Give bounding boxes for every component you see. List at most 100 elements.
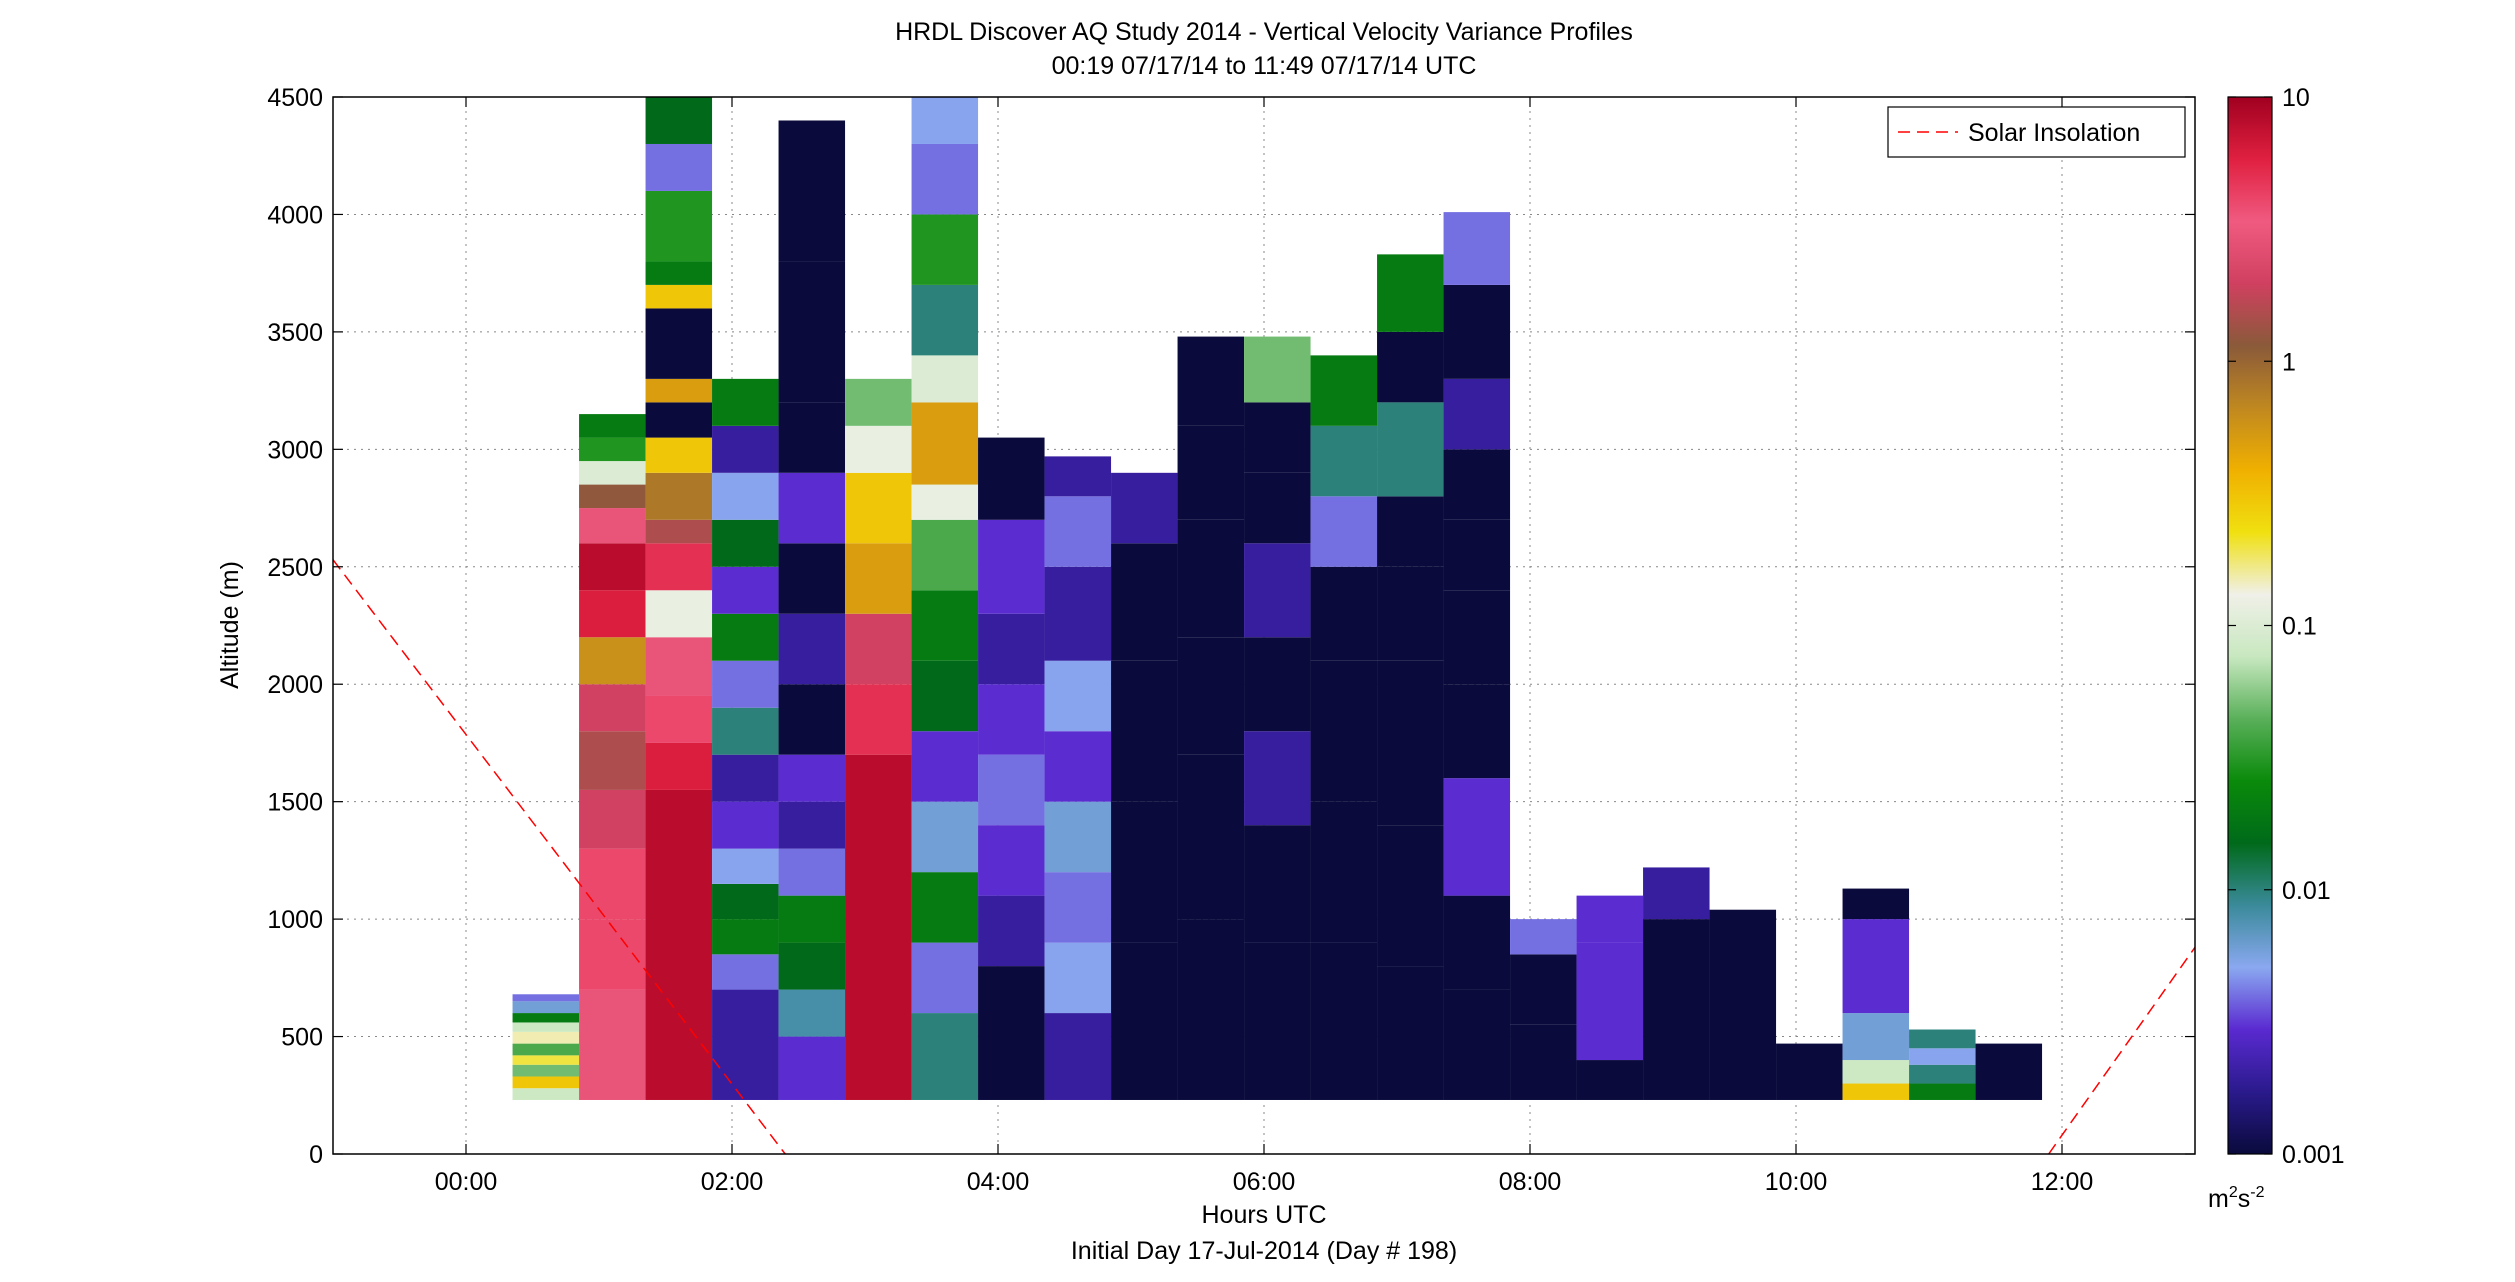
y-tick-label: 1000 bbox=[267, 906, 323, 934]
colorbar-tick-label: 0.01 bbox=[2282, 877, 2331, 905]
heatmap-cell bbox=[712, 707, 779, 755]
solar-insolation-line bbox=[2048, 946, 2195, 1154]
heatmap-cell bbox=[645, 742, 713, 790]
heatmap-cell bbox=[1909, 1083, 1976, 1100]
heatmap-cell bbox=[645, 590, 713, 638]
heatmap-cell bbox=[1310, 496, 1378, 567]
heatmap-cell bbox=[778, 120, 846, 262]
heatmap-cell bbox=[1310, 355, 1378, 426]
heatmap-cell bbox=[712, 566, 779, 614]
heatmap-cell bbox=[911, 402, 979, 485]
heatmap-cell bbox=[645, 190, 713, 262]
heatmap-cell bbox=[512, 1001, 580, 1014]
heatmap-cell bbox=[845, 684, 912, 755]
y-tick-label: 2000 bbox=[267, 671, 323, 699]
heatmap-cell bbox=[1177, 637, 1245, 755]
heatmap-cell bbox=[911, 801, 979, 873]
heatmap-cell bbox=[778, 402, 846, 473]
solar-insolation-line bbox=[333, 559, 786, 1154]
heatmap-cell bbox=[778, 989, 846, 1037]
heatmap-cell bbox=[1044, 660, 1112, 732]
heatmap-cell bbox=[1044, 1013, 1112, 1100]
heatmap-cell bbox=[1244, 472, 1311, 544]
heatmap-cell bbox=[512, 1013, 580, 1023]
heatmap-cell bbox=[1443, 684, 1511, 779]
x-axis-sublabel: Initial Day 17-Jul-2014 (Day # 198) bbox=[1071, 1237, 1457, 1265]
heatmap-cell bbox=[645, 143, 713, 191]
heatmap-cell bbox=[1244, 731, 1311, 826]
heatmap-cell bbox=[579, 848, 646, 920]
heatmap-cell bbox=[645, 695, 713, 743]
heatmap-cell bbox=[1177, 919, 1245, 1100]
colorbar-unit: m2s-2 bbox=[2208, 1184, 2265, 1213]
heatmap-cell bbox=[512, 1031, 580, 1044]
heatmap-cell bbox=[1377, 496, 1444, 567]
heatmap-cell bbox=[645, 402, 713, 438]
heatmap-cell bbox=[712, 613, 779, 661]
heatmap-cell bbox=[1909, 1064, 1976, 1084]
heatmap-cell bbox=[712, 919, 779, 955]
heatmap-cell bbox=[778, 942, 846, 990]
heatmap-cell bbox=[911, 355, 979, 403]
heatmap-cell bbox=[1377, 660, 1444, 826]
heatmap-cell bbox=[1443, 895, 1511, 990]
heatmap-cell bbox=[1443, 778, 1511, 896]
heatmap-cell bbox=[1044, 456, 1112, 497]
legend: Solar Insolation bbox=[1887, 106, 2186, 158]
heatmap-cell bbox=[1177, 425, 1245, 520]
heatmap-cell bbox=[645, 308, 713, 379]
heatmap-cell bbox=[1111, 942, 1178, 1100]
heatmap-cell bbox=[778, 895, 846, 943]
y-tick-label: 4000 bbox=[267, 201, 323, 229]
heatmap-cell bbox=[911, 284, 979, 356]
axis-ticks: 00:00 02:00 04:00 06:00 08:00 10:00 12:00 0 500 1… bbox=[267, 84, 2195, 1196]
heatmap-cell bbox=[1842, 1083, 1910, 1100]
heatmap-cell bbox=[1576, 1060, 1644, 1100]
heatmap-cell bbox=[645, 284, 713, 309]
heatmap-cell bbox=[579, 461, 646, 485]
y-tick-label: 500 bbox=[281, 1024, 323, 1052]
heatmap-cell bbox=[1377, 254, 1444, 332]
heatmap-cell bbox=[579, 989, 646, 1100]
heatmap-cell bbox=[1842, 1013, 1910, 1061]
heatmap-cell bbox=[712, 848, 779, 884]
x-tick-label: 08:00 bbox=[1499, 1168, 1562, 1196]
heatmap-cell bbox=[1443, 378, 1511, 450]
heatmap-cell bbox=[512, 1022, 580, 1032]
heatmap-cell bbox=[978, 684, 1045, 755]
heatmap-cell bbox=[712, 754, 779, 802]
heatmap-cell bbox=[911, 214, 979, 285]
heatmap-cell bbox=[1443, 590, 1511, 685]
heatmap-cell bbox=[1244, 336, 1311, 403]
heatmap-cell bbox=[1310, 801, 1378, 943]
heatmap-cell bbox=[1909, 1048, 1976, 1065]
heatmap-cell bbox=[845, 472, 912, 544]
heatmap-cell bbox=[1244, 637, 1311, 732]
x-tick-label: 02:00 bbox=[701, 1168, 764, 1196]
heatmap-cell bbox=[1510, 919, 1577, 955]
heatmap-cell bbox=[778, 613, 846, 685]
heatmap-cell bbox=[978, 613, 1045, 685]
heatmap-cell bbox=[911, 590, 979, 661]
colorbar: 10 1 0.1 0.01 0.001 m2s-2 bbox=[2208, 84, 2345, 1213]
heatmap-cell bbox=[512, 1076, 580, 1089]
heatmap-cell bbox=[512, 994, 580, 1002]
heatmap-cell bbox=[579, 684, 646, 732]
heatmap-cell bbox=[1244, 402, 1311, 473]
heatmap-cell bbox=[911, 97, 979, 144]
y-tick-label: 3000 bbox=[267, 436, 323, 464]
heatmap-cell bbox=[911, 1013, 979, 1100]
heatmap-cell bbox=[1643, 867, 1710, 920]
heatmap-cell bbox=[1044, 872, 1112, 943]
heatmap-cell bbox=[579, 437, 646, 462]
heatmap-cell bbox=[1177, 754, 1245, 920]
heatmap-cell bbox=[712, 378, 779, 426]
heatmap-cell bbox=[845, 543, 912, 614]
colorbar-tick-label: 0.001 bbox=[2282, 1141, 2345, 1169]
heatmap-cell bbox=[1443, 519, 1511, 591]
heatmap-cell bbox=[512, 1088, 580, 1100]
heatmap-cell bbox=[1975, 1043, 2043, 1100]
heatmap-cell bbox=[1044, 942, 1112, 1014]
heatmap-cell bbox=[845, 378, 912, 426]
heatmap-cell bbox=[1244, 942, 1311, 1100]
